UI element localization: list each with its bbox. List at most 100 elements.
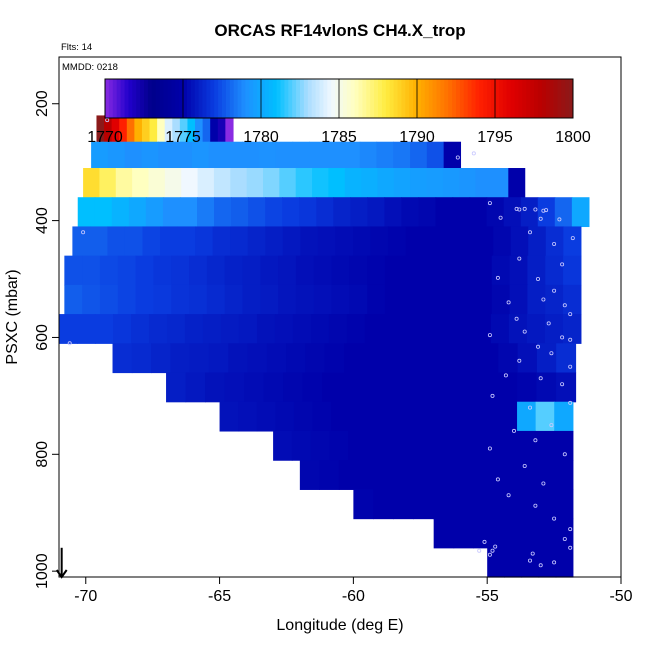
heatmap-cell (554, 401, 574, 432)
heatmap-cell (494, 460, 515, 490)
heatmap-cell (536, 343, 557, 374)
heatmap-cell (405, 226, 424, 257)
colorbar-swatch (163, 79, 168, 118)
heatmap-cell (497, 372, 518, 403)
sample-point (552, 560, 557, 565)
heatmap-cell (262, 168, 280, 198)
sample-point (512, 428, 517, 433)
colorbar-swatch (467, 79, 473, 118)
heatmap-cell (64, 255, 83, 286)
heatmap-cell (504, 547, 523, 578)
heatmap-cell (282, 226, 301, 257)
colorbar-swatch (420, 79, 426, 118)
colorbar-swatch (202, 79, 207, 118)
heatmap-cell (230, 168, 248, 198)
heatmap-cell (509, 255, 529, 286)
colorbar-swatch (452, 79, 457, 118)
heatmap-cell (535, 401, 555, 432)
sample-point (552, 241, 557, 246)
colorbar-swatch (241, 79, 246, 118)
colorbar-swatch (569, 79, 574, 118)
heatmap-cell (440, 343, 461, 374)
heatmap-cell (124, 141, 143, 169)
sample-point (562, 452, 567, 457)
colorbar-swatch (463, 79, 469, 118)
heatmap-cell (563, 255, 582, 286)
heatmap-cell (179, 115, 189, 143)
colorbar-tick-label: 1770 (87, 129, 123, 146)
heatmap-cell (305, 343, 326, 374)
sample-point (533, 438, 538, 443)
sample-point (67, 341, 72, 346)
heatmap-cell (117, 284, 137, 315)
heatmap-cell (493, 489, 514, 520)
sample-point (471, 151, 476, 156)
heatmap-cell (419, 372, 440, 403)
heatmap-cell (350, 197, 368, 228)
colorbar-swatch (144, 79, 149, 118)
heatmap-cell (293, 401, 314, 432)
sample-point (570, 236, 575, 241)
x-tick-label: -55 (476, 588, 499, 605)
heatmap-cell (335, 226, 354, 257)
heatmap-cell (422, 430, 443, 461)
colorbar-swatch (124, 79, 129, 118)
heatmap-cell (508, 314, 528, 344)
arrow-head (55, 569, 68, 579)
heatmap-cell (124, 226, 144, 257)
sample-point (530, 551, 535, 556)
heatmap-cell (89, 226, 109, 257)
colorbar-swatch (502, 79, 508, 118)
heatmap-cell (208, 141, 227, 169)
wind-arrow (55, 547, 68, 579)
colorbar-swatch (393, 79, 398, 118)
heatmap-cell (177, 226, 196, 257)
sample-point (487, 552, 492, 557)
colorbar-swatch (116, 79, 122, 118)
heatmap-cell (487, 547, 505, 578)
sample-point (568, 337, 573, 342)
colorbar-swatch (424, 79, 430, 118)
heatmap-cell (291, 430, 312, 461)
heatmap-cell (326, 141, 344, 169)
colorbar-swatch (323, 79, 328, 118)
heatmap-cell (185, 372, 206, 403)
heatmap-cell (279, 168, 297, 198)
heatmap-cell (473, 518, 494, 549)
colorbar-swatch (440, 79, 445, 118)
heatmap-cell (94, 197, 113, 228)
heatmap-cell (210, 115, 219, 143)
heatmap-cell (545, 284, 564, 315)
heatmap-cell (521, 547, 540, 578)
heatmap-cell (498, 343, 519, 374)
heatmap-cell (479, 401, 500, 432)
heatmap-cell (309, 141, 327, 169)
heatmap-cell (331, 255, 350, 286)
heatmap-cell (363, 343, 384, 374)
colorbar-tick-label: 1790 (399, 129, 435, 146)
sample-point (517, 358, 522, 363)
heatmap-cell (202, 115, 211, 143)
heatmap-cell (520, 197, 539, 228)
heatmap-cell (435, 197, 454, 228)
sample-point (487, 201, 492, 206)
heatmap-cell (292, 141, 310, 169)
colorbar-swatch (374, 79, 379, 118)
heatmap-cell (328, 168, 346, 198)
heatmap-cell (453, 489, 474, 520)
heatmap-cell (217, 115, 226, 143)
colorbar-swatch (249, 79, 254, 118)
heatmap-cell (231, 197, 249, 228)
sample-point (517, 207, 522, 212)
sample-point (560, 382, 565, 387)
heatmap-cell (132, 168, 150, 198)
heatmap-cell (225, 115, 234, 143)
colorbar-swatch (350, 79, 356, 118)
sample-point (562, 537, 567, 542)
heatmap-cell (341, 372, 362, 403)
heatmap-cell (367, 197, 386, 228)
heatmap-cell (230, 226, 249, 257)
heatmap-cell (397, 460, 418, 490)
heatmap-cell (376, 141, 394, 169)
sample-point (552, 288, 557, 293)
